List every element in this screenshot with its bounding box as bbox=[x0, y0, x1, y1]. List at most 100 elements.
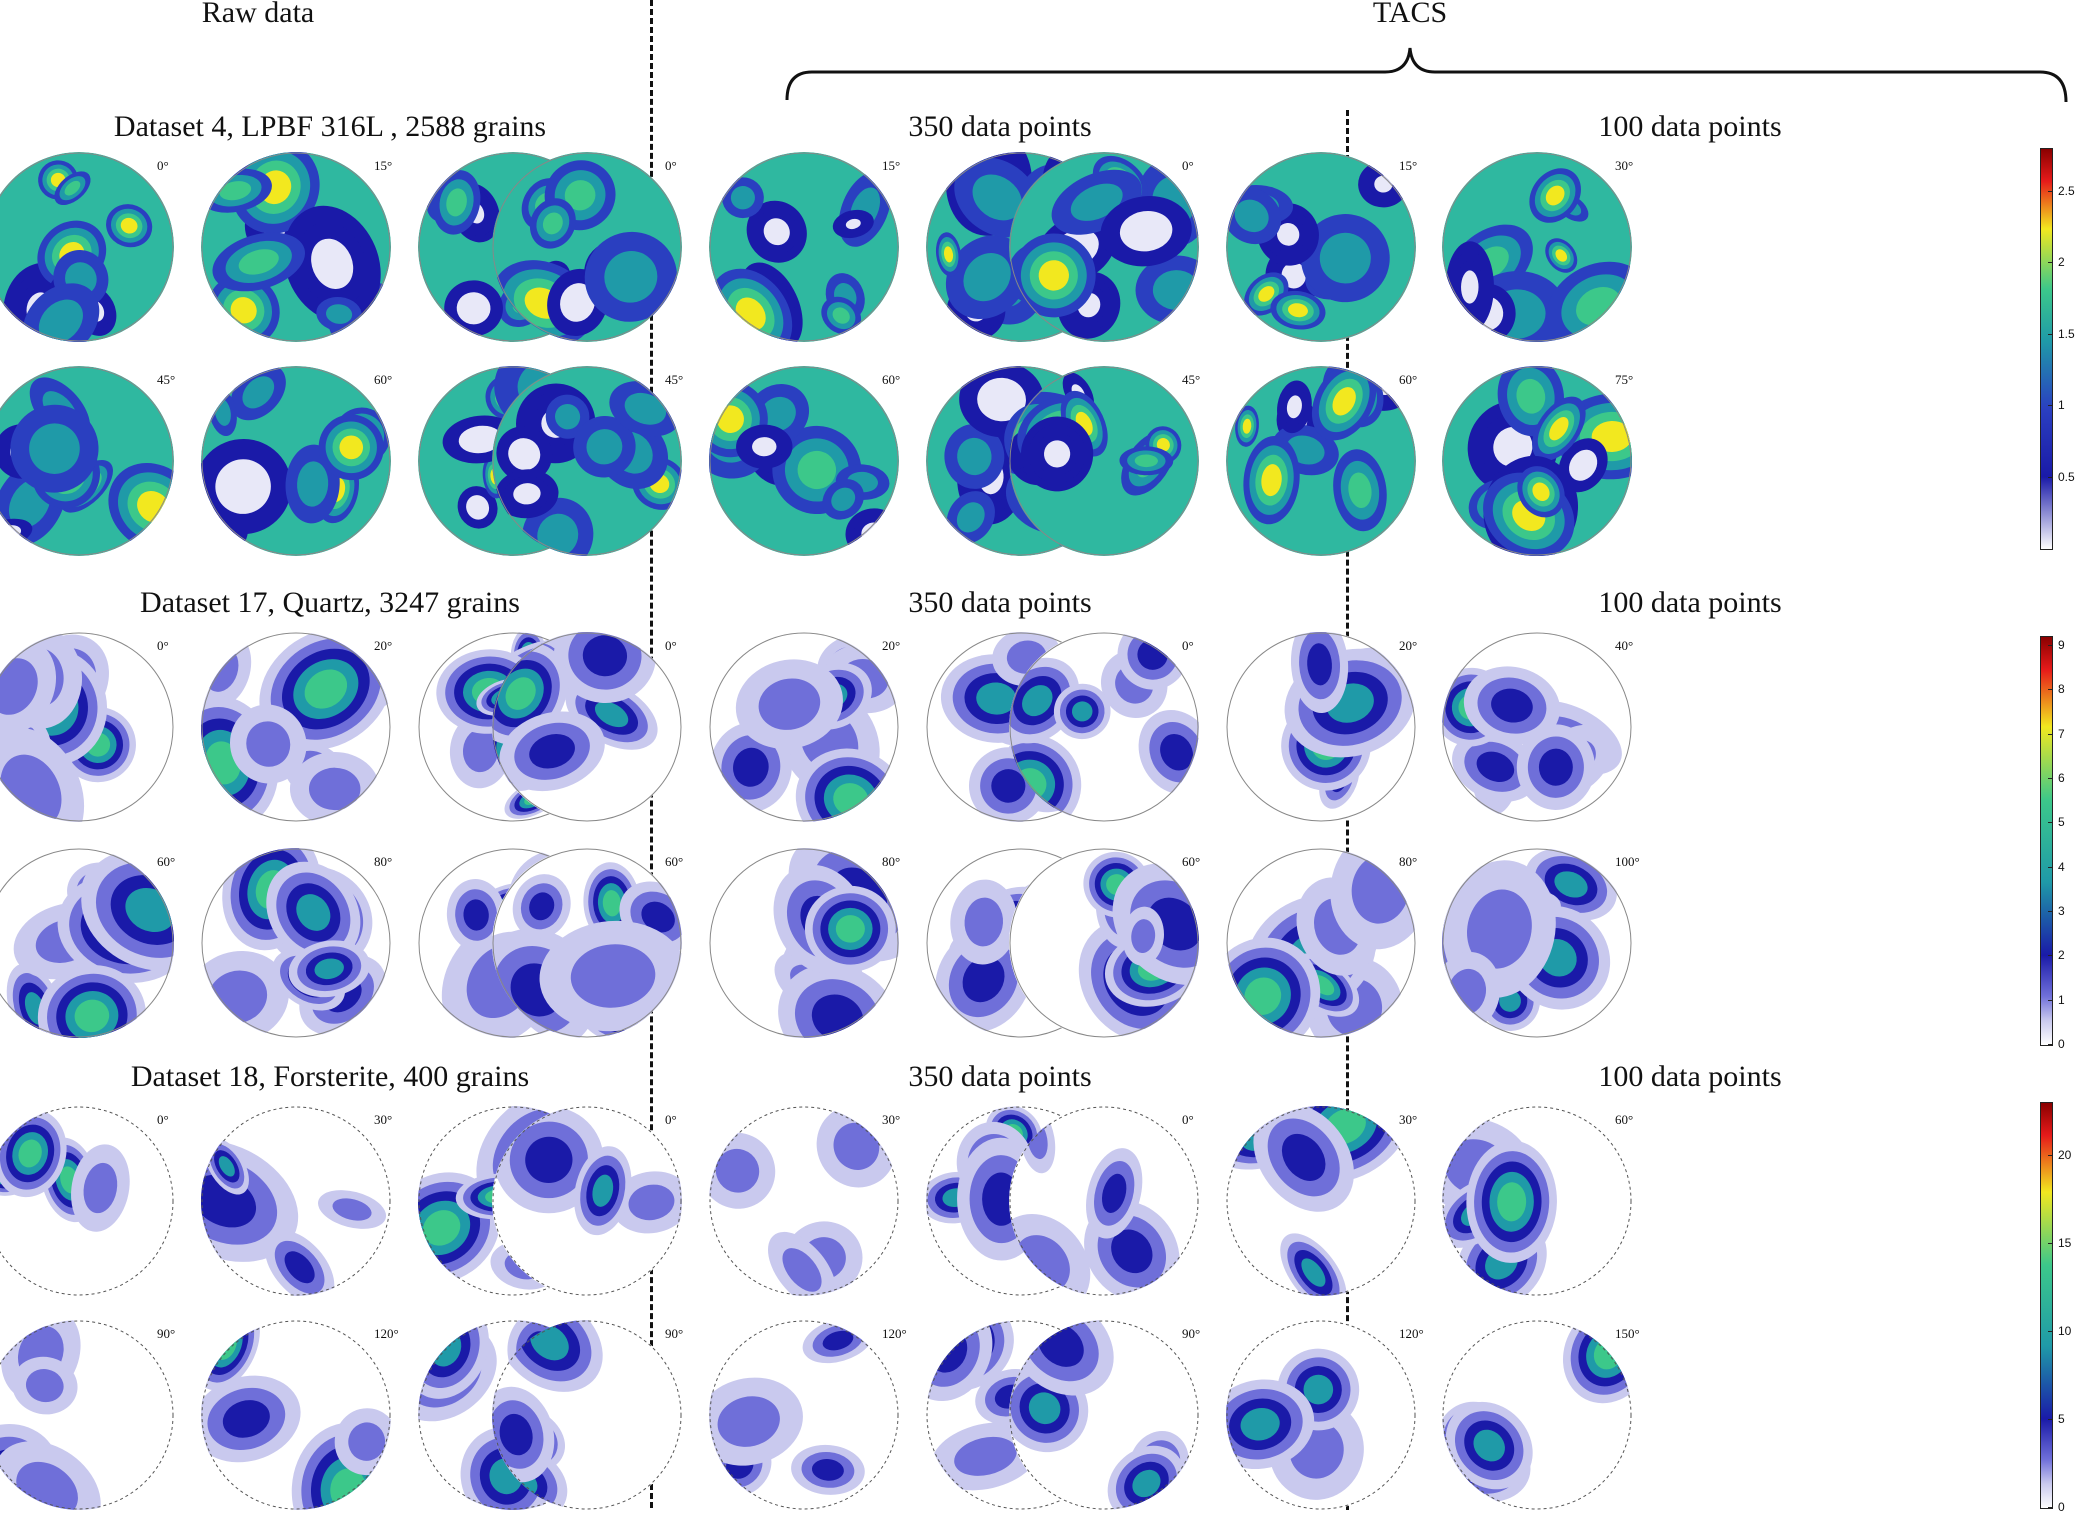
angle-label-ds17-tacs100-2: 40° bbox=[1615, 638, 1634, 653]
pole-figure-ds18-raw-3 bbox=[0, 1320, 174, 1510]
angle-label-ds18-raw-4: 120° bbox=[374, 1326, 399, 1341]
colorbar-tickmark-ds4-1 bbox=[2048, 262, 2052, 264]
angle-label-ds4-tacs100-0: 0° bbox=[1182, 158, 1194, 173]
pole-figure-ds17-tacs100-2 bbox=[1442, 632, 1632, 822]
colorbar-tickmark-ds18-3 bbox=[2048, 1418, 2052, 1420]
colorbar-tick-ds17-7: 2 bbox=[2058, 948, 2065, 963]
colorbar-tick-ds4-4: 0.5 bbox=[2058, 469, 2075, 484]
pole-figure-ds17-tacs350-4 bbox=[709, 848, 899, 1038]
pole-figure-ds4-raw-1 bbox=[201, 152, 391, 342]
colorbar-ds17 bbox=[2040, 636, 2053, 1046]
angle-label-ds4-tacs350-0: 0° bbox=[665, 158, 677, 173]
angle-label-ds4-raw-4: 60° bbox=[374, 372, 393, 387]
angle-label-ds17-raw-4: 80° bbox=[374, 854, 393, 869]
pole-figure-ds4-raw-0 bbox=[0, 152, 174, 342]
angle-label-ds17-tacs350-4: 80° bbox=[882, 854, 901, 869]
colorbar-tickmark-ds4-0 bbox=[2048, 190, 2052, 192]
colorbar-tick-ds17-1: 8 bbox=[2058, 682, 2065, 697]
pole-figure-ds4-tacs350-0 bbox=[492, 152, 682, 342]
angle-label-ds17-raw-1: 20° bbox=[374, 638, 393, 653]
angle-label-ds17-raw-0: 0° bbox=[157, 638, 169, 653]
angle-label-ds17-tacs100-4: 80° bbox=[1399, 854, 1418, 869]
pole-figure-ds18-tacs100-4 bbox=[1226, 1320, 1416, 1510]
colorbar-tickmark-ds17-9 bbox=[2048, 1044, 2052, 1045]
pole-figure-ds18-tacs350-0 bbox=[492, 1106, 682, 1296]
pole-figure-ds17-tacs100-0 bbox=[1009, 632, 1199, 822]
angle-label-ds18-tacs100-5: 150° bbox=[1615, 1326, 1640, 1341]
angle-label-ds17-tacs100-3: 60° bbox=[1182, 854, 1201, 869]
pole-figure-ds4-raw-4 bbox=[201, 366, 391, 556]
header-raw-data: Raw data bbox=[201, 0, 315, 29]
pole-figure-ds17-raw-1 bbox=[201, 632, 391, 822]
angle-label-ds4-tacs100-2: 30° bbox=[1615, 158, 1634, 173]
angle-label-ds17-tacs350-1: 20° bbox=[882, 638, 901, 653]
colorbar-tick-ds17-5: 4 bbox=[2058, 859, 2065, 874]
colorbar-tickmark-ds17-3 bbox=[2048, 777, 2052, 779]
colorbar-tickmark-ds17-1 bbox=[2048, 689, 2052, 691]
angle-label-ds18-tacs350-4: 120° bbox=[882, 1326, 907, 1341]
pole-figure-ds17-raw-3 bbox=[0, 848, 174, 1038]
row-title-ds17-tacs100: 100 data points bbox=[1598, 586, 1782, 619]
colorbar-tickmark-ds18-0 bbox=[2048, 1154, 2052, 1156]
colorbar-tickmark-ds4-2 bbox=[2048, 333, 2052, 335]
colorbar-tick-ds4-1: 2 bbox=[2058, 255, 2065, 270]
colorbar-tick-ds18-4: 0 bbox=[2058, 1500, 2065, 1514]
row-title-ds18-raw: Dataset 18, Forsterite, 400 grains bbox=[130, 1060, 530, 1093]
pole-figure-ds17-tacs100-5 bbox=[1442, 848, 1632, 1038]
row-title-ds4-tacs100: 100 data points bbox=[1598, 110, 1782, 143]
colorbar-ds18 bbox=[2040, 1102, 2053, 1509]
pole-figure-ds18-raw-0 bbox=[0, 1106, 174, 1296]
colorbar-tick-ds17-9: 0 bbox=[2058, 1037, 2065, 1051]
angle-label-ds18-tacs100-0: 0° bbox=[1182, 1112, 1194, 1127]
pole-figure-ds17-tacs350-1 bbox=[709, 632, 899, 822]
pole-figure-ds17-tacs350-3 bbox=[492, 848, 682, 1038]
pole-figure-ds18-tacs100-3 bbox=[1009, 1320, 1199, 1510]
colorbar-tick-ds17-8: 1 bbox=[2058, 992, 2065, 1007]
angle-label-ds4-tacs350-4: 60° bbox=[882, 372, 901, 387]
colorbar-tickmark-ds18-4 bbox=[2048, 1507, 2052, 1508]
pole-figure-ds18-tacs350-1 bbox=[709, 1106, 899, 1296]
pole-figure-ds18-raw-1 bbox=[201, 1106, 391, 1296]
row-title-ds18-tacs100: 100 data points bbox=[1598, 1060, 1782, 1093]
angle-label-ds4-tacs100-4: 60° bbox=[1399, 372, 1418, 387]
angle-label-ds18-tacs100-2: 60° bbox=[1615, 1112, 1634, 1127]
pole-figure-ds18-raw-4 bbox=[201, 1320, 391, 1510]
angle-label-ds4-tacs350-1: 15° bbox=[882, 158, 901, 173]
pole-figure-ds18-tacs350-3 bbox=[492, 1320, 682, 1510]
row-title-ds18-tacs350: 350 data points bbox=[908, 1060, 1092, 1093]
pole-figure-ds4-tacs100-4 bbox=[1226, 366, 1416, 556]
angle-label-ds4-tacs100-1: 15° bbox=[1399, 158, 1418, 173]
header-tacs: TACS bbox=[1372, 0, 1448, 29]
pole-figure-ds4-tacs100-1 bbox=[1226, 152, 1416, 342]
pole-figure-ds18-tacs100-5 bbox=[1442, 1320, 1632, 1510]
angle-label-ds18-tacs350-3: 90° bbox=[665, 1326, 684, 1341]
pole-figure-ds4-tacs350-4 bbox=[709, 366, 899, 556]
pole-figure-ds17-tacs100-4 bbox=[1226, 848, 1416, 1038]
pole-figure-ds4-tacs100-5 bbox=[1442, 366, 1632, 556]
pole-figure-ds18-tacs100-1 bbox=[1226, 1106, 1416, 1296]
angle-label-ds4-raw-3: 45° bbox=[157, 372, 176, 387]
angle-label-ds4-raw-1: 15° bbox=[374, 158, 393, 173]
pole-figure-ds17-raw-0 bbox=[0, 632, 174, 822]
angle-label-ds18-tacs100-1: 30° bbox=[1399, 1112, 1418, 1127]
angle-label-ds4-tacs100-3: 45° bbox=[1182, 372, 1201, 387]
colorbar-tick-ds4-3: 1 bbox=[2058, 398, 2065, 413]
pole-figure-ds17-tacs350-0 bbox=[492, 632, 682, 822]
angle-label-ds18-raw-0: 0° bbox=[157, 1112, 169, 1127]
pole-figure-ds17-tacs100-3 bbox=[1009, 848, 1199, 1038]
colorbar-tickmark-ds17-8 bbox=[2048, 999, 2052, 1001]
pole-figure-ds4-raw-3 bbox=[0, 366, 174, 556]
pole-figure-ds18-tacs100-2 bbox=[1442, 1106, 1632, 1296]
colorbar-tickmark-ds17-2 bbox=[2048, 733, 2052, 735]
angle-label-ds17-tacs350-0: 0° bbox=[665, 638, 677, 653]
colorbar-tick-ds17-4: 5 bbox=[2058, 815, 2065, 830]
colorbar-tickmark-ds18-1 bbox=[2048, 1242, 2052, 1244]
colorbar-tick-ds4-2: 1.5 bbox=[2058, 326, 2075, 341]
angle-label-ds18-tacs100-4: 120° bbox=[1399, 1326, 1424, 1341]
pole-figure-ds4-tacs100-2 bbox=[1442, 152, 1632, 342]
pole-figure-ds4-tacs350-1 bbox=[709, 152, 899, 342]
colorbar-tick-ds18-1: 15 bbox=[2058, 1235, 2072, 1250]
colorbar-tickmark-ds17-6 bbox=[2048, 910, 2052, 912]
pole-figure-ds4-tacs100-0 bbox=[1009, 152, 1199, 342]
colorbar-tick-ds17-3: 6 bbox=[2058, 770, 2065, 785]
